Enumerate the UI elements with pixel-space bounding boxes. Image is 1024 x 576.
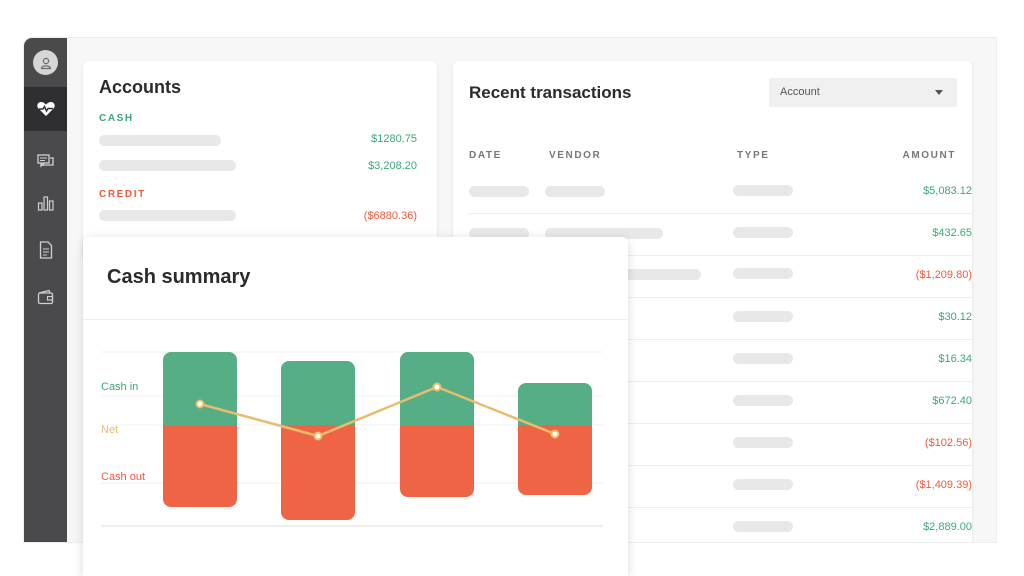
- table-row[interactable]: $432.65: [469, 213, 972, 256]
- accounts-title: Accounts: [99, 77, 182, 97]
- type-placeholder: [733, 479, 793, 490]
- chat-icon: [36, 154, 54, 168]
- account-select-value: Account: [780, 86, 820, 98]
- nav-item-documents[interactable]: [24, 228, 67, 272]
- credit-amount: ($6880.36): [363, 210, 417, 222]
- table-row[interactable]: $5,083.12: [469, 171, 972, 214]
- header-vendor: VENDOR: [549, 150, 602, 161]
- credit-section-label: CREDIT: [99, 189, 146, 200]
- cash-amount: $3,208.20: [368, 160, 417, 172]
- divider: [83, 319, 628, 320]
- bar-cash-in: [163, 352, 237, 425]
- amount-cell: $16.34: [938, 353, 972, 365]
- heartbeat-icon: [36, 101, 55, 116]
- net-line: [199, 385, 556, 438]
- net-point: [313, 431, 323, 441]
- wallet-icon: [37, 289, 53, 305]
- cash-summary-title: Cash summary: [107, 266, 251, 288]
- nav-item-wallet[interactable]: [24, 275, 67, 319]
- type-placeholder: [733, 521, 793, 532]
- account-select[interactable]: Account: [769, 78, 957, 107]
- amount-cell: $30.12: [938, 311, 972, 323]
- amount-cell: ($1,209.80): [915, 269, 972, 281]
- net-point: [195, 399, 205, 409]
- net-point: [432, 382, 442, 392]
- table-row[interactable]: $30.12: [469, 297, 972, 340]
- cash-summary-chart: Cash in Net Cash out: [101, 351, 603, 527]
- table-row[interactable]: $16.34: [469, 339, 972, 382]
- bar-group: [281, 361, 355, 520]
- net-point: [550, 429, 560, 439]
- date-placeholder: [469, 228, 529, 239]
- amount-cell: ($1,409.39): [915, 479, 972, 491]
- header-type: TYPE: [737, 150, 770, 161]
- type-placeholder: [733, 185, 793, 196]
- type-placeholder: [733, 437, 793, 448]
- bar-cash-in: [281, 361, 355, 425]
- type-placeholder: [733, 353, 793, 364]
- type-placeholder: [733, 268, 793, 279]
- bar-group: [518, 383, 592, 495]
- legend-net: Net: [101, 424, 118, 436]
- table-row[interactable]: ($102.56): [469, 423, 972, 466]
- bar-chart-icon: [37, 196, 54, 211]
- amount-cell: $672.40: [932, 395, 972, 407]
- date-placeholder: [469, 186, 529, 197]
- cash-summary-card: Cash summary Cash in Net Cash out: [83, 237, 628, 576]
- header-date: DATE: [469, 150, 502, 161]
- header-amount: AMOUNT: [902, 150, 956, 161]
- account-name-placeholder: [99, 160, 236, 171]
- account-name-placeholder: [99, 210, 236, 221]
- table-row[interactable]: $2,889.00: [469, 507, 972, 542]
- cash-section-label: CASH: [99, 113, 134, 124]
- bar-cash-out: [163, 425, 237, 507]
- user-avatar[interactable]: [33, 50, 58, 75]
- user-icon: [40, 57, 51, 69]
- table-row[interactable]: ($1,409.39): [469, 465, 972, 508]
- type-placeholder: [733, 227, 793, 238]
- document-icon: [39, 241, 52, 259]
- bar-cash-in: [518, 383, 592, 425]
- sidebar: [24, 38, 67, 542]
- amount-cell: $5,083.12: [923, 185, 972, 197]
- table-row[interactable]: $672.40: [469, 381, 972, 424]
- type-placeholder: [733, 395, 793, 406]
- account-name-placeholder: [99, 135, 221, 146]
- bar-group: [163, 352, 237, 507]
- amount-cell: $432.65: [932, 227, 972, 239]
- nav-item-reports[interactable]: [24, 181, 67, 225]
- accounts-card: Accounts CASH $1280.75 $3,208.20 CREDIT …: [83, 61, 437, 261]
- vendor-placeholder: [545, 228, 663, 239]
- bar-group: [400, 352, 474, 497]
- bar-cash-out: [400, 425, 474, 497]
- legend-cash-out: Cash out: [101, 471, 145, 483]
- bar-cash-out: [281, 425, 355, 520]
- caret-down-icon: [935, 90, 943, 95]
- vendor-placeholder: [545, 186, 605, 197]
- nav-item-messages[interactable]: [24, 140, 67, 184]
- amount-cell: $2,889.00: [923, 521, 972, 533]
- legend-cash-in: Cash in: [101, 381, 138, 393]
- type-placeholder: [733, 311, 793, 322]
- transactions-title: Recent transactions: [469, 83, 632, 102]
- nav-item-health[interactable]: [24, 87, 67, 131]
- amount-cell: ($102.56): [924, 437, 972, 449]
- cash-amount: $1280.75: [371, 133, 417, 145]
